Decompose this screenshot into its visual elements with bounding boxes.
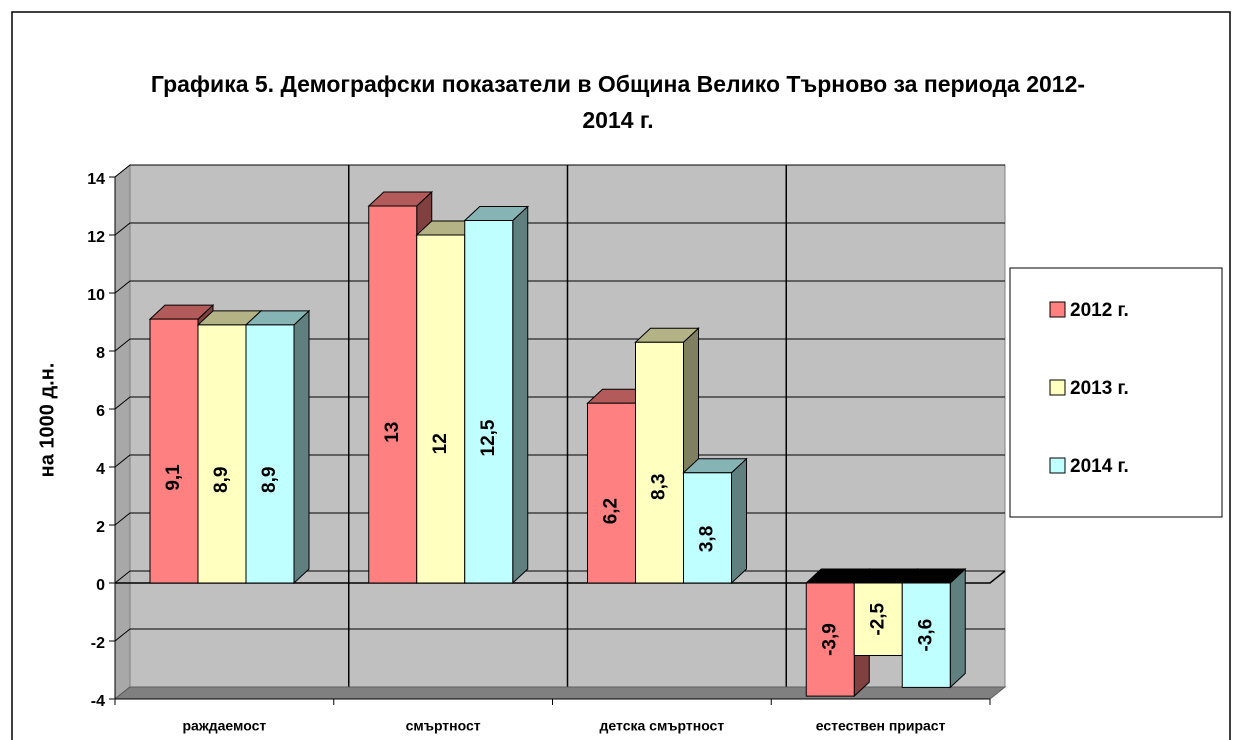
bar-value-label: -3,6: [915, 619, 936, 652]
bar: [635, 341, 684, 584]
y-tick-label: 2: [96, 519, 105, 536]
bar-value-label: -2,5: [867, 602, 888, 635]
bar-value-label: 9,1: [163, 464, 184, 491]
legend-label: 2014 г.: [1070, 456, 1129, 477]
floor: [113, 686, 1007, 700]
y-tick-label: 8: [96, 345, 105, 362]
bar: [245, 324, 295, 584]
y-tick-label: -4: [91, 693, 105, 710]
bar: [901, 582, 951, 688]
legend-label: 2012 г.: [1070, 300, 1129, 321]
y-tick-label: 0: [96, 577, 105, 594]
x-tick-label: естествен прираст: [816, 718, 946, 734]
bar: [464, 220, 514, 584]
x-tick-label: смъртност: [406, 718, 481, 734]
legend-swatch: [1049, 301, 1066, 318]
y-tick-label: 14: [87, 171, 105, 188]
bar: [149, 318, 199, 584]
chart-title: Графика 5. Демографски показатели в Общи…: [150, 71, 1086, 133]
bar-side: [731, 457, 747, 585]
legend-box: [1009, 267, 1223, 518]
grid-line: [114, 396, 1005, 410]
bar-side: [293, 309, 310, 585]
bar-side: [512, 205, 529, 585]
y-tick-label: 12: [87, 229, 105, 246]
grid-line: [114, 164, 1005, 178]
bar: [587, 402, 636, 584]
grid-line: [114, 628, 1005, 642]
legend: 2012 г. 2013 г. 2014 г.: [1009, 267, 1223, 518]
bar-value-label: 8,9: [211, 467, 232, 493]
bar-value-label: 12: [430, 433, 451, 454]
chart-border: [11, 11, 1231, 740]
bar: [197, 324, 247, 584]
grid-line: [114, 280, 1005, 294]
bar-side: [949, 567, 966, 689]
bar-value-label: 8,3: [649, 474, 670, 500]
bar: [416, 234, 466, 584]
bar-value-label: 6,2: [601, 498, 622, 524]
bar-value-label: 13: [382, 422, 403, 443]
y-tick-label: 4: [96, 461, 105, 478]
legend-swatch: [1049, 457, 1066, 474]
bar-value-label: 12,5: [478, 419, 499, 456]
y-tick-label: 10: [87, 287, 105, 304]
grid-line: [114, 338, 1005, 352]
side-wall: [114, 163, 131, 701]
grid-line: [114, 222, 1005, 236]
grid-line: [114, 454, 1005, 468]
bar-value-label: 3,8: [697, 526, 718, 552]
x-tick-label: раждаемост: [183, 718, 267, 734]
legend-label: 2013 г.: [1070, 378, 1129, 399]
y-axis-label: на 1000 д.н.: [36, 363, 58, 478]
bar-value-label: -3,9: [819, 623, 840, 656]
legend-swatch: [1049, 379, 1066, 396]
bar: [683, 472, 732, 584]
bar: [368, 205, 418, 584]
y-tick-label: 6: [96, 403, 105, 420]
x-tick-label: детска смъртност: [600, 718, 725, 734]
bar: [853, 582, 903, 656]
bar-value-label: 8,9: [259, 467, 280, 493]
y-tick-label: -2: [91, 635, 105, 652]
